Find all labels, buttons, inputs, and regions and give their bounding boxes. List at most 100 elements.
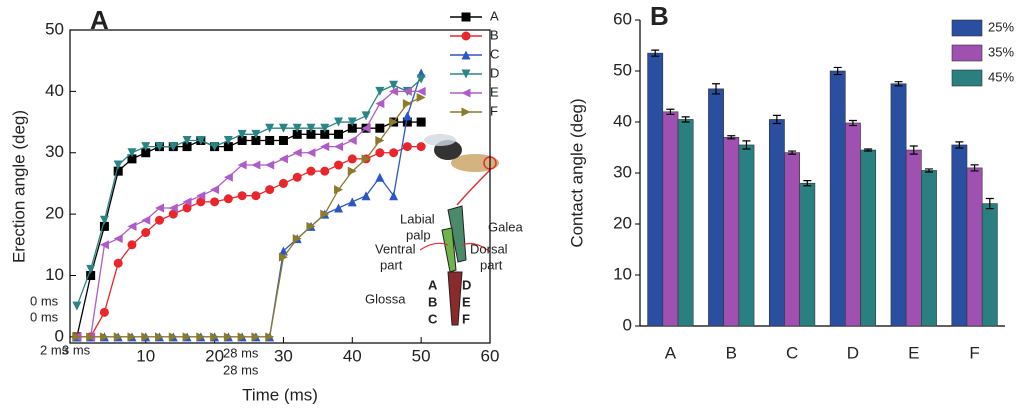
marker: [461, 107, 471, 117]
marker: [306, 221, 316, 231]
error-bar: [727, 135, 736, 140]
marker: [141, 148, 151, 158]
y-tick-label: 50: [613, 60, 632, 79]
bar: [799, 182, 816, 327]
error-bar: [681, 116, 690, 123]
marker: [168, 203, 178, 213]
marker: [361, 191, 371, 201]
x-tick-label: C: [786, 343, 798, 362]
marker: [306, 129, 316, 139]
marker: [389, 86, 399, 96]
y-tick-label: 0: [55, 326, 64, 345]
marker: [155, 332, 165, 342]
bar: [677, 119, 694, 327]
marker: [306, 123, 316, 133]
inset-label: part: [380, 257, 403, 272]
marker: [416, 93, 426, 103]
marker: [402, 99, 412, 109]
legend-label: B: [490, 27, 499, 42]
bar: [662, 111, 679, 327]
marker: [127, 332, 137, 342]
marker: [182, 142, 192, 152]
marker: [265, 135, 275, 145]
x-tick-label: 40: [343, 346, 362, 365]
marker: [347, 154, 357, 164]
y-axis-label: Erection angle (deg): [9, 110, 28, 263]
y-tick-label: 60: [613, 9, 632, 28]
error-bar: [970, 164, 979, 172]
annotation: 2 ms: [40, 342, 69, 357]
error-bar: [955, 141, 964, 149]
marker: [182, 197, 192, 207]
inset-label: palp: [406, 227, 431, 242]
marker: [402, 117, 412, 127]
bar: [860, 149, 877, 327]
marker: [265, 123, 275, 133]
marker: [292, 148, 302, 158]
marker: [196, 332, 206, 342]
marker: [389, 80, 399, 90]
marker: [389, 191, 399, 201]
marker: [86, 264, 96, 274]
y-tick-label: 10: [613, 264, 632, 283]
marker: [461, 12, 471, 22]
marker: [155, 142, 165, 152]
marker: [127, 221, 137, 231]
marker: [265, 160, 275, 170]
marker: [389, 117, 399, 127]
bar: [784, 152, 800, 327]
bar: [708, 88, 724, 327]
marker: [237, 135, 247, 145]
marker: [113, 160, 123, 170]
annotation: 0 ms: [30, 309, 59, 324]
marker: [416, 74, 426, 84]
marker: [347, 197, 357, 207]
y-tick-label: 30: [45, 142, 64, 161]
marker: [251, 332, 261, 342]
marker: [141, 228, 151, 238]
error-bar: [909, 145, 918, 155]
marker: [416, 86, 426, 96]
error-bar: [712, 83, 721, 95]
legend-label: C: [490, 46, 499, 61]
marker: [182, 203, 192, 213]
marker: [375, 172, 385, 182]
marker: [237, 160, 247, 170]
marker: [113, 258, 123, 268]
marker: [86, 270, 96, 280]
marker: [237, 129, 247, 139]
error-bar: [924, 168, 933, 173]
marker: [320, 123, 330, 133]
inset-label: Ventral: [375, 241, 416, 256]
marker: [210, 197, 220, 207]
bar: [768, 119, 785, 327]
error-bar: [985, 197, 994, 210]
annotation: 3 ms: [62, 342, 91, 357]
annotation: 0 ms: [30, 293, 59, 308]
inset-label: Glossa: [365, 291, 406, 306]
marker: [361, 154, 371, 164]
marker: [265, 185, 275, 195]
error-bar: [864, 148, 873, 152]
marker: [223, 135, 233, 145]
error-bar: [833, 66, 842, 76]
marker: [196, 135, 206, 145]
marker: [402, 142, 412, 152]
inset-label: Dorsal: [470, 241, 508, 256]
x-tick-label: F: [969, 343, 979, 362]
bar: [981, 203, 998, 327]
annotation: 28 ms: [223, 345, 259, 360]
legend-label: A: [490, 8, 499, 23]
marker: [99, 332, 109, 342]
bar: [905, 149, 922, 327]
marker: [334, 129, 344, 139]
panel-label: A: [90, 5, 109, 35]
marker: [306, 148, 316, 158]
inset-label: part: [480, 257, 503, 272]
marker: [141, 332, 151, 342]
marker: [334, 160, 344, 170]
plot-frame: [69, 29, 491, 344]
marker: [320, 129, 330, 139]
marker: [461, 31, 471, 41]
x-tick-label: A: [665, 343, 677, 362]
